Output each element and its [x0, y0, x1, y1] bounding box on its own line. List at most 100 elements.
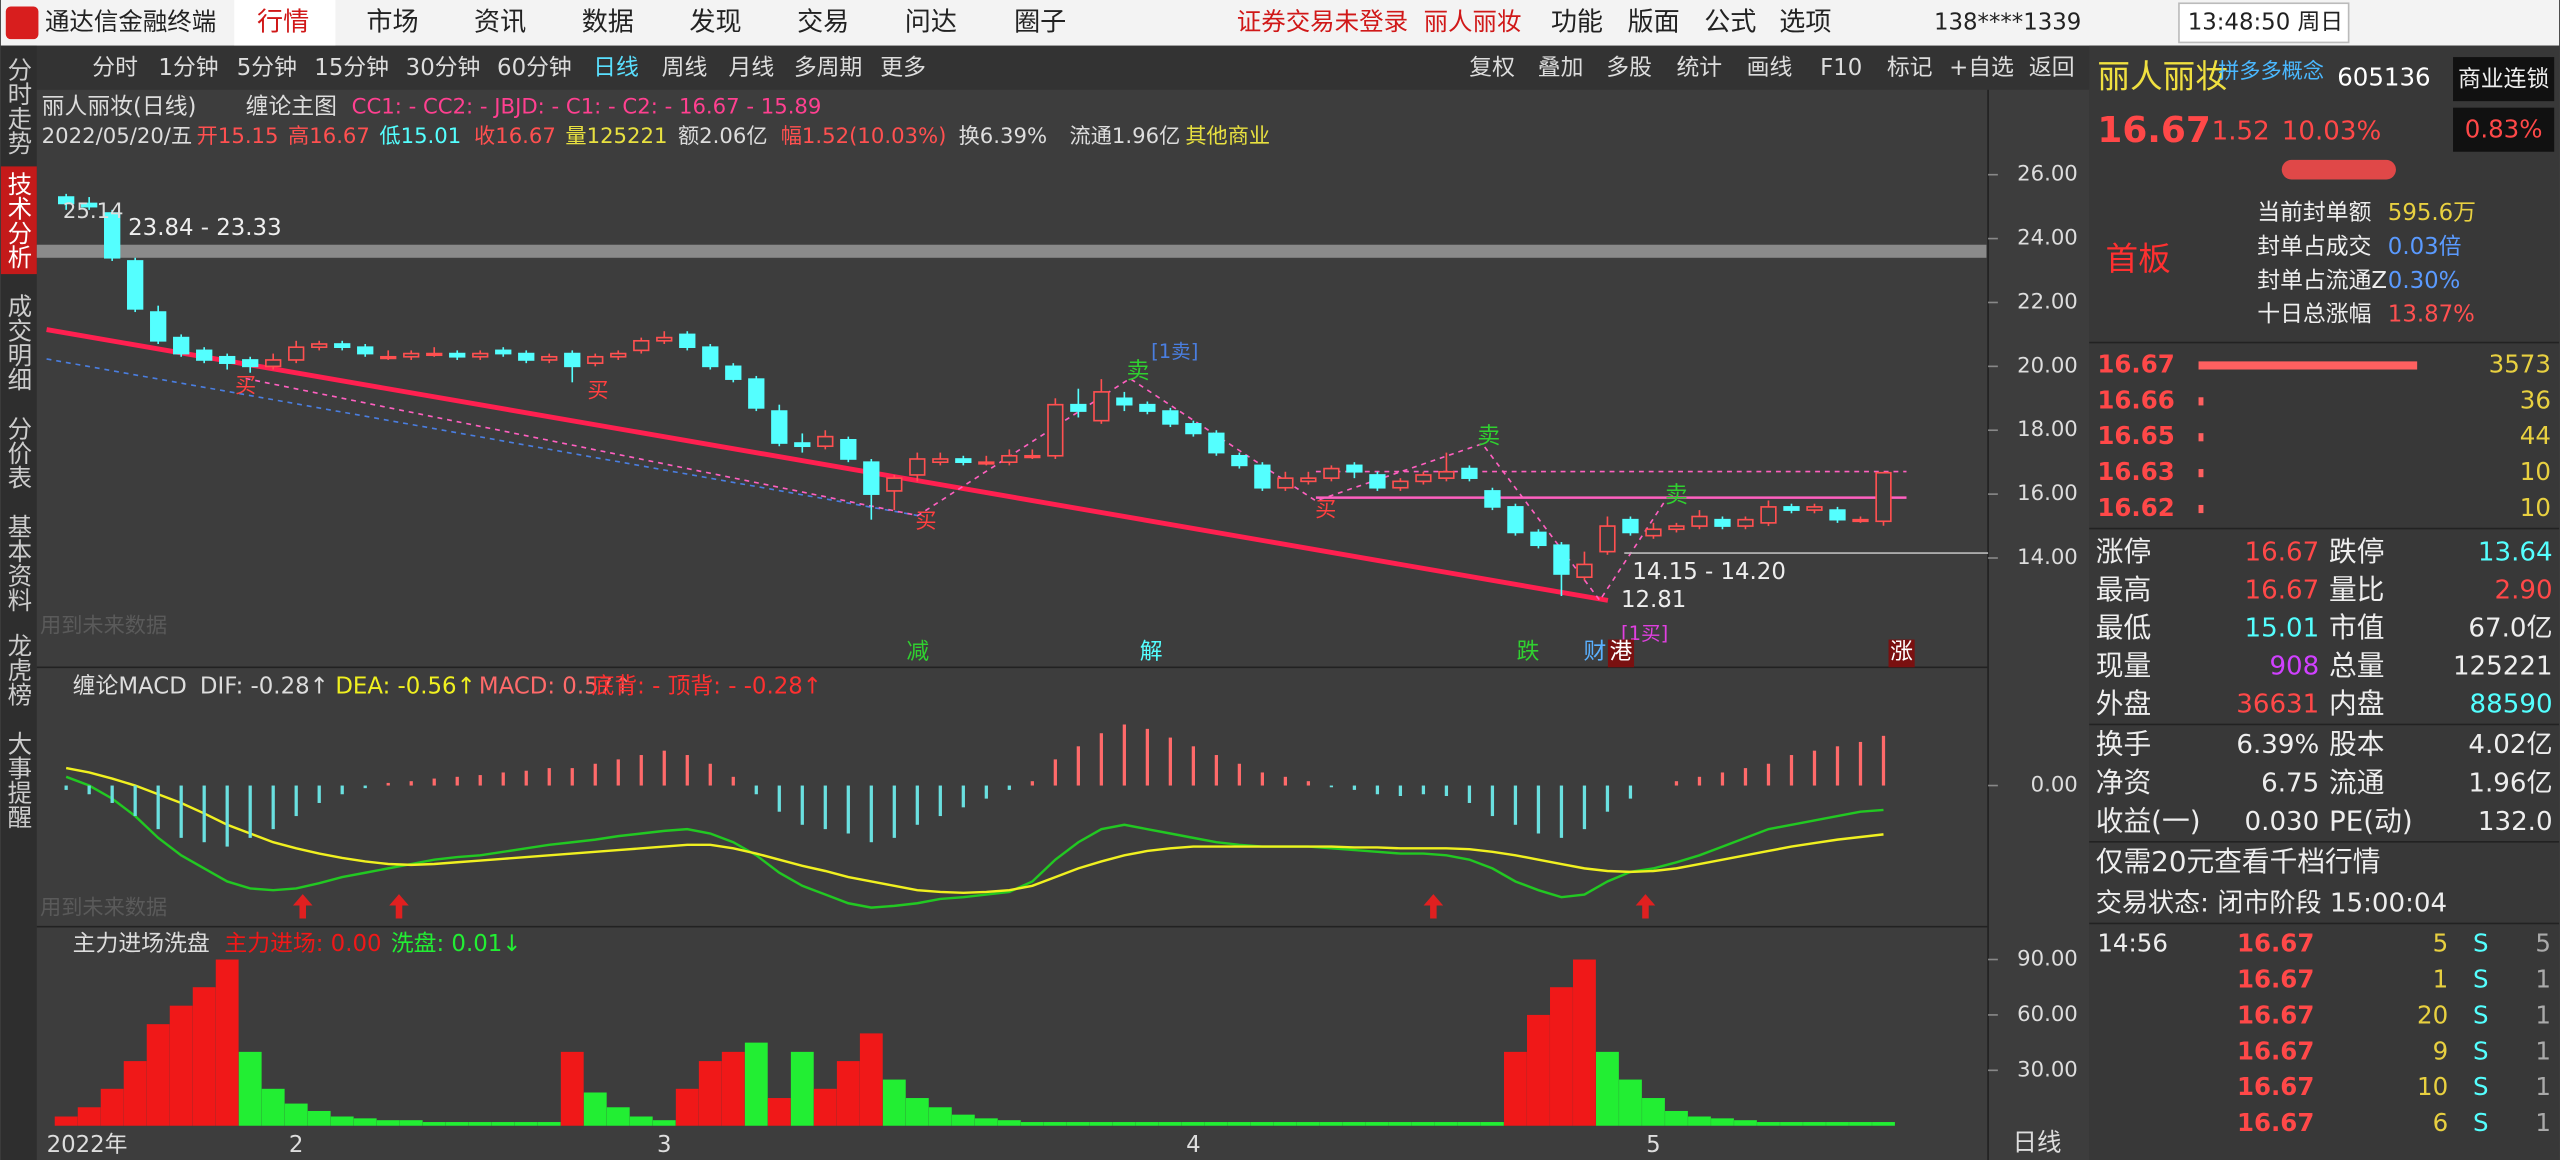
tool-button[interactable]: F10 [1820, 55, 1862, 81]
book-price: 16.67 [2097, 349, 2174, 378]
stat-value: 4.02亿 [2468, 730, 2552, 760]
sector-rank: 0.83% [2465, 115, 2543, 144]
bar [1250, 1122, 1274, 1126]
stock-link[interactable]: 丽人丽妆 [1424, 7, 1522, 36]
bar [1527, 1014, 1550, 1126]
menu-item[interactable]: 行情 [257, 7, 309, 37]
menu-bar [0, 0, 2560, 46]
tool-button[interactable]: 叠加 [1538, 55, 1584, 81]
period-button[interactable]: 月线 [729, 55, 775, 81]
event-marker[interactable]: 财 [1583, 639, 1606, 665]
y-tick-label: 18.00 [2017, 416, 2078, 441]
candle-body [288, 346, 305, 361]
bar [698, 1061, 722, 1126]
sidebar-tab[interactable]: 技术分析 [4, 171, 33, 269]
sidebar-tab[interactable]: 成交明细 [4, 293, 33, 391]
bar [606, 1107, 630, 1126]
bar [1780, 1122, 1803, 1126]
bar [1849, 1122, 1872, 1126]
sidebar-tab[interactable]: 分价表 [4, 416, 33, 490]
candle-body [127, 260, 144, 310]
candle-body [978, 461, 995, 465]
menu-item[interactable]: 功能 [1551, 7, 1603, 37]
stat-label: 最低 [2096, 611, 2151, 644]
tick-count: 1 [2535, 1000, 2551, 1029]
sidebar-tab[interactable]: 大事提醒 [4, 730, 33, 828]
sidebar-tab[interactable]: 分时走势 [4, 57, 33, 155]
bar [1227, 1122, 1251, 1126]
period-button[interactable]: 多周期 [794, 55, 862, 81]
period-button[interactable]: 分时 [92, 55, 138, 81]
stat-value: 13.64 [2478, 538, 2553, 568]
menu-item[interactable]: 资讯 [474, 7, 526, 37]
stat-value: 6.39% [2236, 730, 2319, 760]
candle-body [1231, 454, 1248, 467]
menu-item[interactable]: 问达 [905, 7, 957, 37]
stock-code: 605136 [2337, 62, 2430, 91]
menu-item[interactable]: 数据 [582, 7, 634, 37]
tool-button[interactable]: 统计 [1676, 55, 1722, 81]
event-marker[interactable]: 解 [1140, 639, 1163, 665]
upgrade-notice[interactable]: 仅需20元查看千档行情 [2096, 845, 2381, 878]
bar-info: 低15.01 [379, 123, 461, 148]
period-button[interactable]: 周线 [662, 55, 708, 81]
period-button[interactable]: 日线 [593, 55, 639, 81]
bar [629, 1116, 653, 1126]
stat-label: PE(动) [2329, 804, 2413, 837]
active-tab [234, 0, 336, 46]
bar [1734, 1120, 1757, 1126]
price-mark: 12.81 [1621, 587, 1686, 613]
period-button[interactable]: 60分钟 [497, 55, 572, 81]
login-notice[interactable]: 证券交易未登录 [1237, 7, 1408, 36]
menu-item[interactable]: 发现 [689, 7, 741, 37]
clock: 13:48:50 周日 [2188, 9, 2343, 35]
user-phone[interactable]: 138****1339 [1934, 9, 2081, 35]
candle-body [495, 349, 512, 355]
stat-value: 15.01 [2245, 614, 2320, 644]
menu-item[interactable]: 交易 [797, 7, 849, 37]
period-button[interactable]: 5分钟 [237, 55, 297, 81]
bar [1411, 1122, 1435, 1126]
stat-label: 量比 [2329, 573, 2384, 606]
period-button[interactable]: 1分钟 [158, 55, 218, 81]
sidebar-tab[interactable]: 基本资料 [4, 513, 33, 611]
tool-button[interactable]: 多股 [1606, 55, 1652, 81]
tool-button[interactable]: 复权 [1469, 55, 1515, 81]
period-button[interactable]: 更多 [880, 55, 926, 81]
event-marker[interactable]: 跌 [1517, 639, 1540, 665]
signal-arrow [389, 894, 409, 919]
bar [997, 1120, 1021, 1126]
menu-item[interactable]: 选项 [1779, 7, 1831, 37]
event-marker[interactable]: 减 [906, 639, 929, 665]
menu-item[interactable]: 版面 [1628, 7, 1680, 37]
bar-info: 开15.15 [197, 123, 279, 148]
period-button[interactable]: 15分钟 [314, 55, 389, 81]
candle-body [794, 442, 811, 448]
tool-button[interactable]: 返回 [2029, 55, 2075, 81]
x-tick-label: 2 [289, 1132, 304, 1158]
book-bar [2198, 361, 2418, 370]
candle-body [1461, 467, 1478, 479]
toggle[interactable] [2281, 159, 2396, 180]
period-button[interactable]: 30分钟 [406, 55, 481, 81]
tool-button[interactable]: 画线 [1747, 55, 1793, 81]
event-marker[interactable]: 涨 [1890, 639, 1913, 665]
concept-link[interactable]: 拼多多概念 [2218, 58, 2324, 83]
candle-body [1277, 477, 1294, 489]
menu-item[interactable]: 市场 [366, 7, 418, 37]
warning-note: 用到未来数据 [40, 895, 167, 920]
bar [77, 1107, 101, 1126]
candle-body [1254, 464, 1271, 489]
bar [1204, 1122, 1228, 1126]
sidebar-tab[interactable]: 龙虎榜 [4, 633, 33, 707]
bar [514, 1122, 538, 1126]
menu-item[interactable]: 公式 [1704, 7, 1756, 37]
menu-item[interactable]: 圈子 [1014, 7, 1066, 37]
tool-button[interactable]: +自选 [1949, 55, 2014, 81]
buy-signal: 买 [915, 508, 936, 533]
event-marker[interactable]: 港 [1610, 639, 1633, 665]
tool-button[interactable]: 标记 [1887, 55, 1933, 81]
x-tick-label: 2022年 [47, 1132, 128, 1158]
